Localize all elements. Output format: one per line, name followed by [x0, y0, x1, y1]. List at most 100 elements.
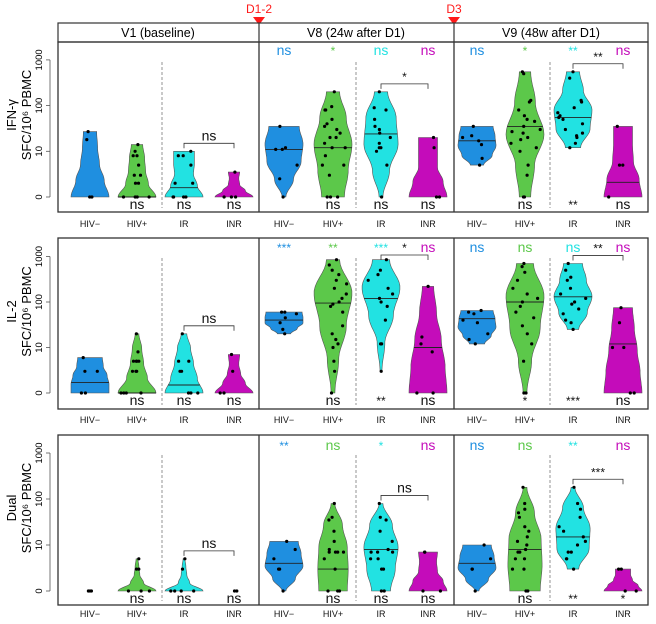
violin-body: [553, 71, 593, 148]
comparison-bracket: [183, 142, 235, 149]
comparison-ir-vs-inr: ns: [183, 535, 235, 556]
data-point: [328, 195, 333, 199]
data-point: [124, 391, 128, 395]
data-point: [369, 550, 373, 554]
x-tick-label-ir: IR: [377, 219, 387, 229]
data-point: [281, 195, 285, 199]
data-point: [334, 278, 338, 282]
data-point: [610, 345, 615, 350]
data-point: [323, 141, 327, 145]
data-point: [320, 163, 324, 167]
violin-inr: ns * INR: [603, 437, 643, 619]
data-point: [376, 273, 380, 277]
data-point: [569, 275, 573, 279]
y-tick-label: 0: [34, 194, 45, 199]
data-point: [122, 391, 126, 395]
x-tick-label-hiv-neg: HIV−: [274, 609, 294, 619]
data-point: [277, 567, 281, 571]
data-point: [330, 515, 334, 519]
data-point: [467, 337, 471, 342]
violin-body: [117, 558, 157, 592]
visit-panel-2: ** HIV− ns ns HIV+ * ns IR ns ns INR ns: [264, 437, 448, 619]
data-point: [527, 529, 531, 533]
data-point: [134, 567, 139, 571]
x-tick-label-ir: IR: [180, 219, 190, 229]
data-point: [274, 147, 278, 151]
data-point: [523, 270, 527, 274]
x-tick-label-hiv-pos: HIV+: [127, 415, 147, 425]
violin-ir: *****IR: [361, 241, 401, 425]
significance-vs-baseline: ns: [470, 437, 485, 453]
violin-body: [457, 126, 497, 166]
data-point: [131, 359, 136, 363]
comparison-label: ns: [202, 535, 217, 551]
data-point: [573, 300, 577, 304]
data-point: [322, 557, 326, 561]
data-point: [325, 122, 329, 126]
visit-panel-3: ns HIV− ns * HIV+ ns *** IR ns ns INR **: [457, 239, 643, 425]
comparison-label: *: [402, 241, 407, 255]
data-point: [330, 268, 334, 272]
data-point: [196, 391, 200, 395]
panel-row-2: 0 10 100 1000 IL-2 SFC/10⁶ PBMC HIV− ns HIV+ ns IR…: [4, 237, 649, 425]
violin-body: [408, 551, 448, 592]
significance-vs-baseline: **: [328, 241, 338, 255]
comparison-ir-vs-inr: *: [380, 241, 429, 260]
comparison-ir-vs-inr: ns: [183, 127, 235, 149]
data-point: [377, 501, 381, 506]
data-point: [234, 195, 238, 199]
data-point: [186, 391, 191, 395]
comparison-bracket: [380, 83, 429, 89]
y-tick-label: 10: [34, 146, 45, 157]
violin-body: [164, 333, 204, 394]
data-point: [524, 589, 528, 593]
data-point: [377, 296, 382, 300]
dose-marker-label-d1-2: D1-2: [246, 2, 272, 16]
data-point: [479, 308, 483, 313]
comparison-bracket: [380, 254, 429, 260]
violin-ir: * ns IR: [363, 439, 399, 619]
significance-vs-hiv-neg: ***: [566, 394, 580, 408]
violin-body: [505, 263, 545, 394]
violin-ir: ns IR: [164, 332, 204, 425]
data-point: [576, 501, 580, 506]
data-point: [136, 350, 140, 354]
violin-body: [363, 503, 399, 592]
significance-vs-hiv-neg: ns: [421, 196, 436, 212]
data-point: [374, 149, 379, 153]
violin-ir: ns IR: [164, 149, 204, 229]
y-axis-label-measure: IL-2: [4, 300, 19, 322]
data-point: [523, 501, 527, 506]
data-point: [623, 589, 627, 593]
comparison-bracket: [183, 550, 235, 556]
significance-vs-hiv-neg: ns: [130, 590, 145, 606]
violin-body: [603, 568, 643, 592]
data-point: [572, 567, 576, 571]
data-point: [326, 589, 330, 593]
data-point: [338, 131, 342, 135]
x-tick-label-hiv-neg: HIV−: [467, 219, 487, 229]
comparison-ir-vs-inr: *: [380, 70, 429, 89]
y-tick-label: 10: [34, 540, 45, 551]
data-point: [180, 332, 184, 336]
data-point: [516, 511, 521, 515]
comparison-bracket: [380, 495, 429, 501]
data-point: [330, 332, 334, 336]
visit-header-strip: V1 (baseline) V8 (24w after D1) V9 (48w …: [57, 22, 649, 43]
data-point: [525, 535, 529, 539]
data-point: [181, 154, 185, 158]
data-point: [577, 307, 581, 311]
violin-ir: ** ** IR: [553, 44, 593, 229]
significance-vs-hiv-neg: ns: [177, 392, 192, 408]
data-point: [138, 173, 143, 177]
significance-vs-baseline: ns: [616, 42, 631, 58]
significance-vs-hiv-neg: **: [376, 394, 386, 408]
data-point: [420, 335, 424, 339]
data-point: [525, 117, 529, 121]
data-point: [517, 515, 522, 519]
violin-ir: ns IR: [164, 557, 204, 619]
data-point: [461, 135, 465, 140]
data-point: [580, 131, 585, 135]
data-point: [173, 181, 177, 185]
data-point: [85, 138, 89, 142]
